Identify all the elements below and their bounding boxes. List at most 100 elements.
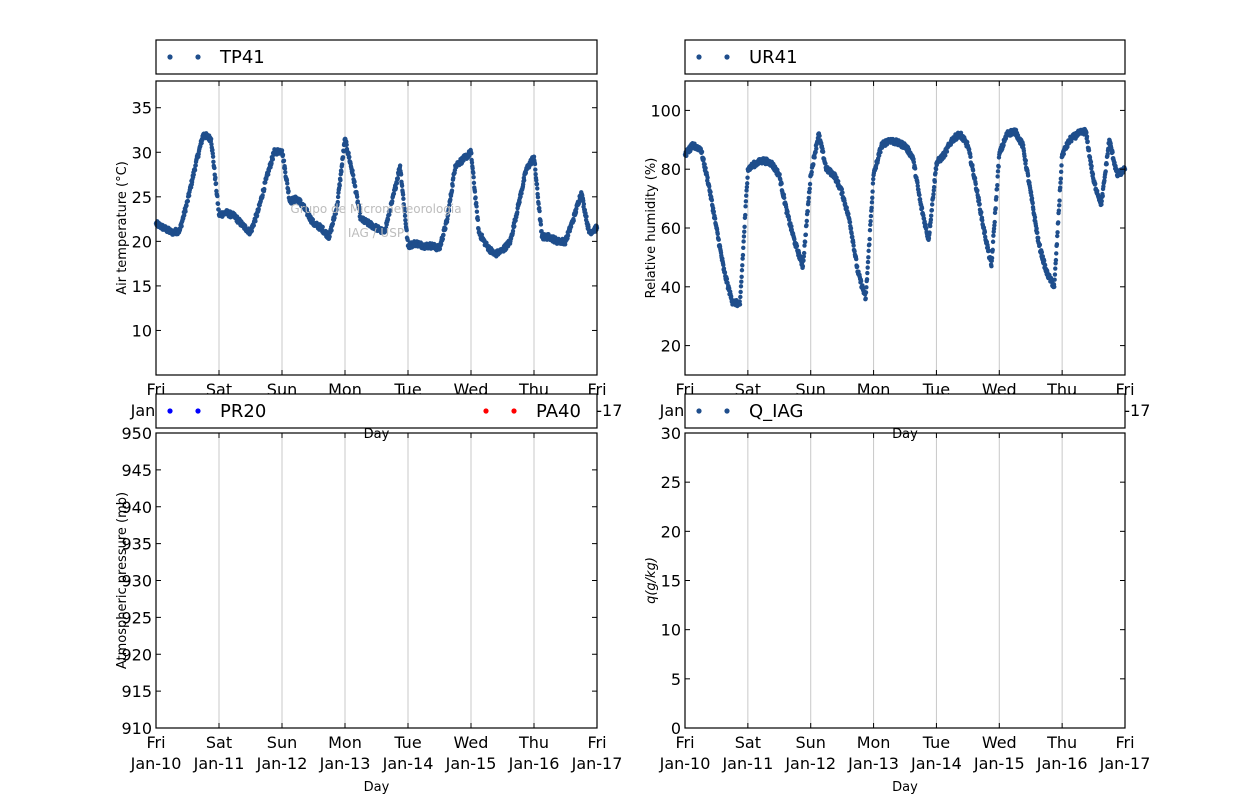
- data-point: [282, 166, 288, 171]
- data-point: [972, 176, 978, 181]
- x-axis-label: Day: [892, 427, 918, 442]
- data-point: [849, 231, 854, 236]
- data-point: [865, 259, 871, 265]
- data-point: [804, 223, 809, 228]
- data-point: [738, 284, 744, 289]
- data-point: [517, 200, 522, 205]
- data-point: [385, 217, 391, 222]
- data-point: [521, 178, 527, 183]
- data-point: [1023, 158, 1029, 163]
- legend-label: UR41: [749, 47, 798, 68]
- data-point: [811, 162, 816, 167]
- y-tick-label: 100: [650, 101, 681, 120]
- y-tick-label: 0: [671, 719, 681, 738]
- y-tick-label: 30: [661, 424, 681, 443]
- data-point: [786, 217, 792, 222]
- data-point: [510, 228, 516, 234]
- y-tick-label: 25: [661, 473, 681, 492]
- data-point: [721, 262, 726, 268]
- data-point: [451, 175, 456, 181]
- data-point: [864, 285, 869, 290]
- data-point: [989, 255, 995, 261]
- y-tick-label: 940: [121, 498, 152, 517]
- y-tick-label: 80: [661, 160, 681, 179]
- data-point: [1056, 220, 1061, 225]
- x-tick-day: Tue: [393, 733, 421, 752]
- x-tick-date: Jan-16: [508, 754, 560, 773]
- data-point: [722, 270, 728, 275]
- data-point: [474, 209, 480, 214]
- data-point: [280, 152, 286, 158]
- axes-frame: [684, 432, 1126, 729]
- data-point: [390, 199, 395, 204]
- data-point: [739, 274, 744, 279]
- data-point: [332, 215, 337, 221]
- data-point: [915, 180, 920, 185]
- data-point: [1099, 198, 1104, 204]
- data-point: [263, 180, 268, 185]
- data-point: [383, 225, 389, 231]
- data-point: [855, 264, 860, 269]
- data-point: [395, 176, 401, 181]
- data-point: [709, 197, 715, 203]
- data-point: [573, 209, 579, 215]
- data-point: [350, 168, 355, 173]
- data-point: [965, 139, 970, 145]
- y-tick-label: 60: [661, 219, 681, 238]
- data-point: [1104, 161, 1109, 167]
- data-point: [1110, 149, 1115, 155]
- data-point: [944, 149, 950, 154]
- data-point: [870, 189, 875, 194]
- y-tick-label: 925: [121, 608, 152, 627]
- legend: TP41: [155, 39, 598, 75]
- data-point: [403, 221, 408, 226]
- x-tick-date: Jan-12: [256, 754, 308, 773]
- data-point: [1061, 151, 1066, 157]
- data-point: [215, 201, 221, 207]
- data-point: [840, 190, 845, 195]
- data-point: [867, 227, 873, 233]
- data-point: [1089, 163, 1094, 169]
- data-point: [1034, 226, 1039, 231]
- data-point: [968, 154, 973, 159]
- data-point: [338, 178, 343, 183]
- data-point: [744, 193, 749, 198]
- data-point: [743, 212, 748, 218]
- data-point: [1053, 257, 1059, 263]
- data-point: [864, 277, 870, 282]
- data-point: [976, 197, 982, 203]
- data-point: [209, 142, 214, 147]
- data-point: [931, 184, 937, 190]
- data-point: [534, 178, 539, 183]
- data-point: [800, 264, 806, 269]
- data-point: [993, 206, 998, 211]
- data-point: [839, 186, 845, 192]
- data-point: [1025, 173, 1031, 178]
- data-point: [986, 248, 992, 253]
- axes-frame: [155, 80, 598, 376]
- data-point: [742, 224, 747, 229]
- data-point: [283, 169, 288, 175]
- data-point: [213, 175, 218, 180]
- x-axis-label: Day: [364, 780, 390, 795]
- data-point: [393, 185, 399, 191]
- data-point: [1036, 235, 1041, 241]
- data-point: [445, 212, 451, 218]
- data-point: [739, 268, 745, 273]
- data-point: [285, 181, 290, 186]
- data-point: [995, 169, 1001, 174]
- data-point: [1054, 251, 1059, 256]
- x-tick-date: Jan-12: [784, 754, 836, 773]
- x-tick-date: Jan-11: [193, 754, 245, 773]
- x-tick-date: Jan-15: [445, 754, 497, 773]
- data-point: [701, 156, 706, 162]
- data-point: [868, 222, 873, 227]
- x-tick-date: Jan-11: [721, 754, 773, 773]
- data-point: [928, 217, 934, 222]
- data-point: [807, 186, 812, 191]
- data-point: [533, 172, 538, 177]
- x-tick-date: Jan-14: [910, 754, 962, 773]
- legend-frame: [684, 39, 1126, 75]
- data-point: [448, 197, 453, 202]
- y-tick-label: 950: [121, 424, 152, 443]
